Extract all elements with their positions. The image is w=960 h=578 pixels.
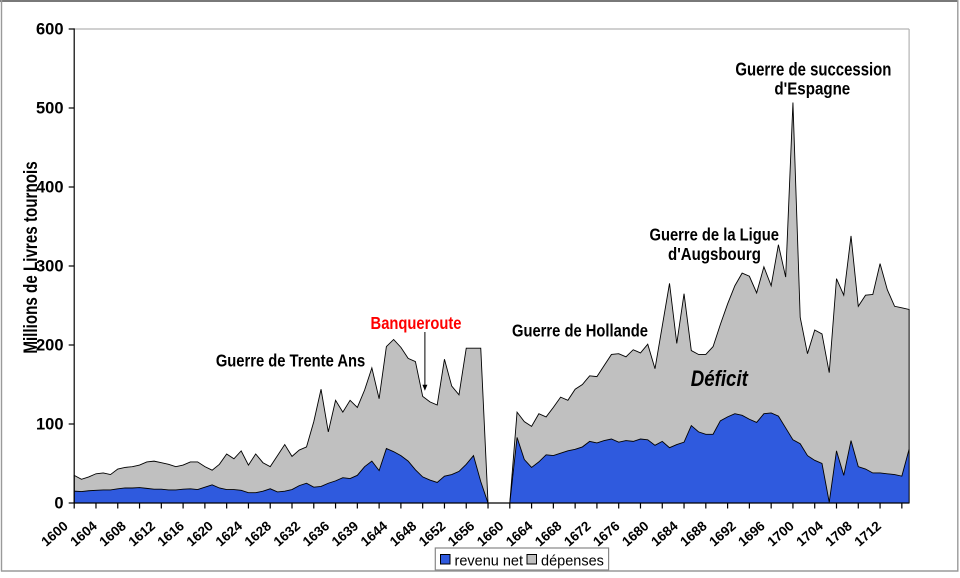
svg-text:d'Espagne: d'Espagne: [774, 78, 850, 99]
svg-text:Guerre de succession: Guerre de succession: [735, 59, 891, 80]
svg-text:revenu net: revenu net: [455, 554, 524, 570]
svg-text:Guerre de la Ligue: Guerre de la Ligue: [649, 225, 778, 245]
svg-text:dépenses: dépenses: [541, 554, 604, 570]
svg-text:d'Augsbourg: d'Augsbourg: [668, 244, 761, 265]
svg-text:600: 600: [36, 21, 64, 39]
svg-text:Guerre de Hollande: Guerre de Hollande: [512, 321, 648, 341]
svg-text:300: 300: [36, 258, 64, 276]
svg-text:Banqueroute: Banqueroute: [371, 314, 462, 334]
svg-text:Guerre de Trente Ans: Guerre de Trente Ans: [216, 351, 365, 371]
svg-text:200: 200: [36, 337, 64, 355]
svg-text:500: 500: [36, 100, 64, 118]
svg-text:0: 0: [54, 495, 63, 513]
svg-text:400: 400: [36, 179, 64, 197]
svg-text:Déficit: Déficit: [691, 368, 749, 392]
svg-text:100: 100: [36, 416, 64, 434]
svg-text:Millions de Livres tournois: Millions de Livres tournois: [19, 161, 41, 353]
